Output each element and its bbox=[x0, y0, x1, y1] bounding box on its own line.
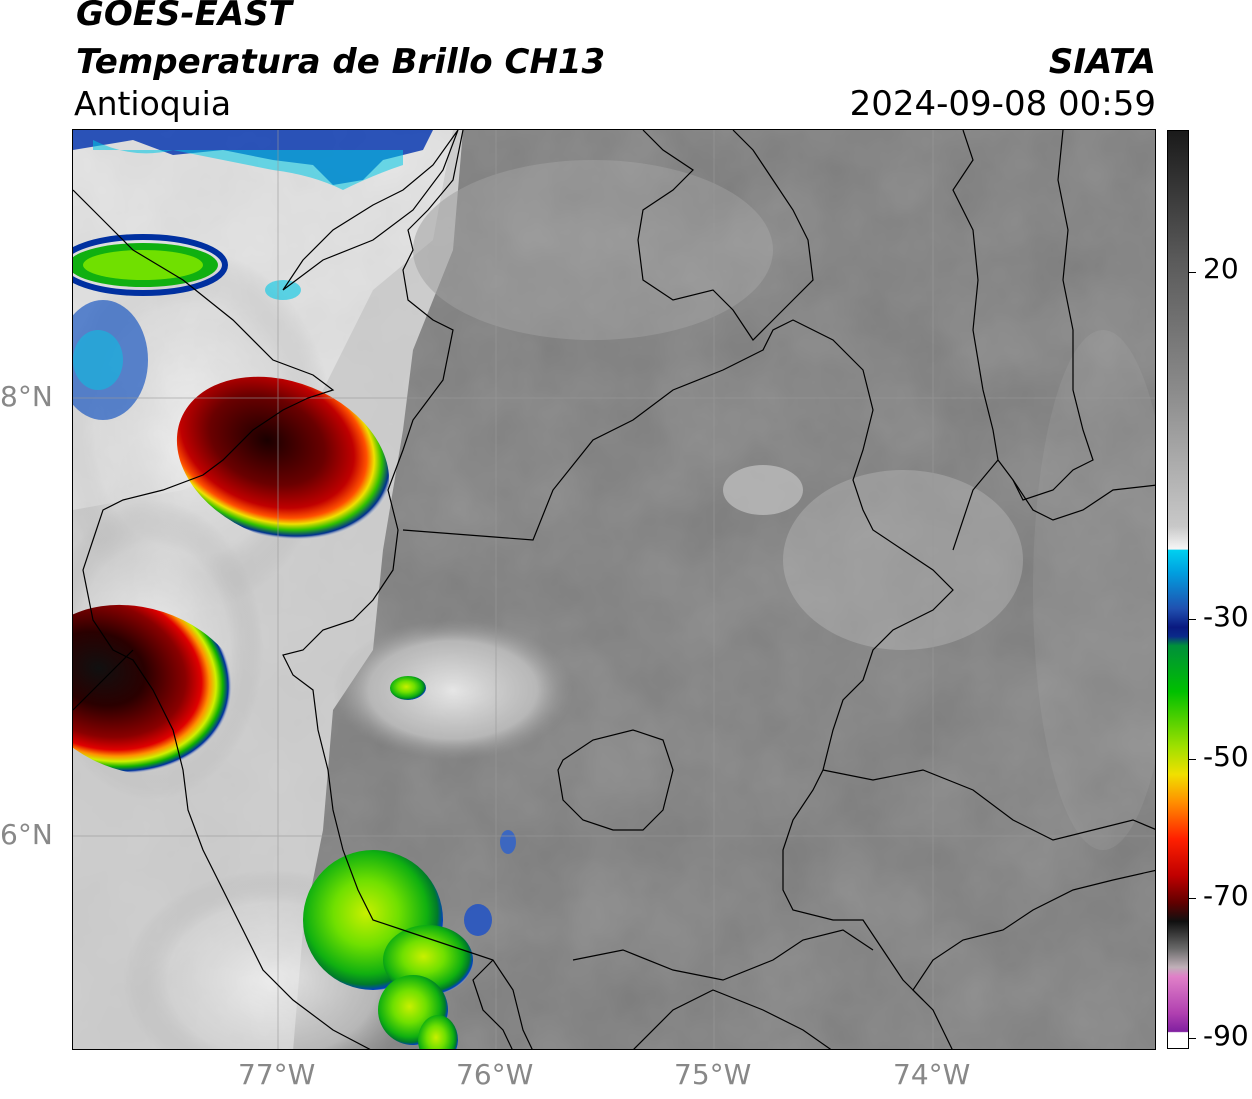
colorbar-tick bbox=[1188, 272, 1196, 273]
datetime-label: 2024-09-08 00:59 bbox=[849, 84, 1156, 124]
colorbar bbox=[1167, 130, 1189, 1049]
lon-label-75w: 75°W bbox=[674, 1058, 752, 1091]
product-title: Temperatura de Brillo CH13 bbox=[76, 42, 606, 82]
colorbar-label-20: 20 bbox=[1203, 252, 1239, 285]
lon-label-74w: 74°W bbox=[893, 1058, 971, 1091]
colorbar-tick bbox=[1188, 759, 1196, 760]
lat-label-6n: 6°N bbox=[0, 818, 53, 851]
colorbar-label-neg90: -90 bbox=[1203, 1019, 1249, 1052]
colorbar-tick bbox=[1188, 619, 1196, 620]
lat-label-8n: 8°N bbox=[0, 380, 53, 413]
colorbar-tick bbox=[1188, 1038, 1196, 1039]
colorbar-label-neg70: -70 bbox=[1203, 879, 1249, 912]
colorbar-tick bbox=[1188, 898, 1196, 899]
lon-label-76w: 76°W bbox=[456, 1058, 534, 1091]
colorbar-label-neg30: -30 bbox=[1203, 600, 1249, 633]
colorbar-label-neg50: -50 bbox=[1203, 740, 1249, 773]
satellite-map bbox=[72, 129, 1156, 1050]
region-label: Antioquia bbox=[74, 84, 232, 123]
lon-label-77w: 77°W bbox=[238, 1058, 316, 1091]
organization-label: SIATA bbox=[1048, 42, 1156, 82]
satellite-title: GOES-EAST bbox=[76, 0, 292, 34]
